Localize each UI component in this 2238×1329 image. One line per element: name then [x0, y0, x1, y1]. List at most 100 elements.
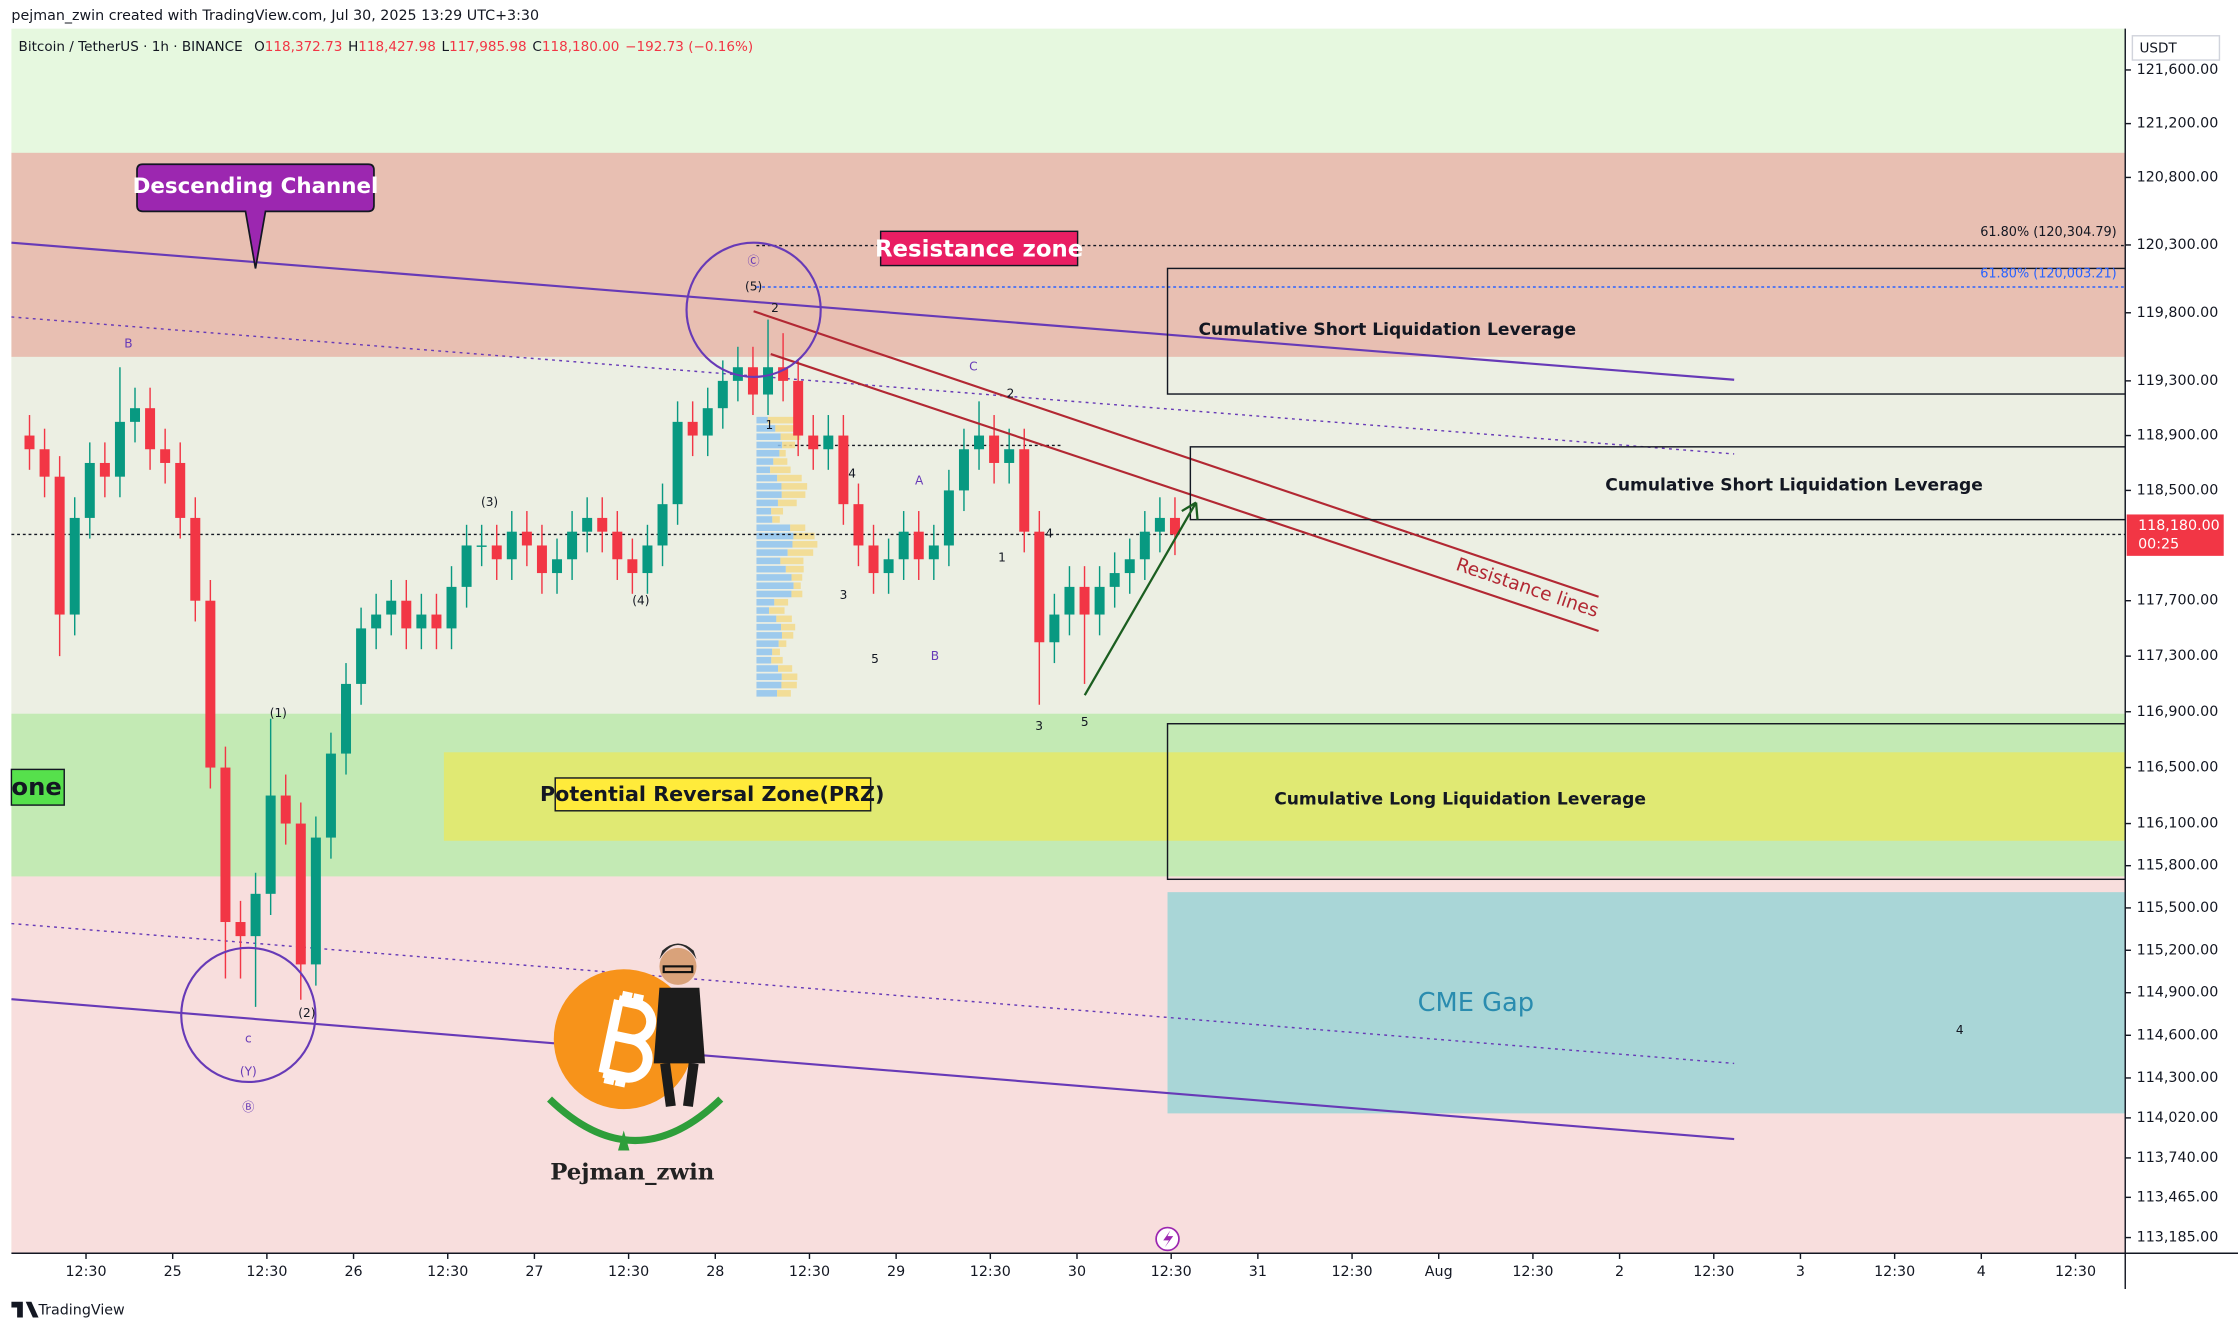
volume-profile-bar — [756, 582, 794, 589]
candle-body — [958, 449, 969, 491]
volume-profile-bar — [756, 648, 773, 656]
wave-label: (5) — [745, 279, 762, 293]
volume-profile-bar — [772, 648, 780, 656]
volume-profile-bar — [756, 640, 779, 647]
volume-profile-bar — [793, 532, 815, 540]
wave-circle — [180, 946, 317, 1084]
wave-label: Ⓑ — [242, 1100, 254, 1114]
candle-body — [612, 531, 623, 560]
wave-label: 2 — [771, 301, 779, 315]
candle-body — [54, 476, 65, 615]
support-zone-label: one — [11, 772, 61, 801]
wave-label: (2) — [298, 1006, 315, 1020]
prz-label: Potential Reversal Zone(PRZ) — [540, 782, 884, 806]
volume-profile-bar — [756, 532, 794, 540]
candle-body — [476, 545, 487, 547]
volume-profile-bar — [756, 507, 772, 515]
candle-body — [597, 517, 608, 532]
volume-profile-bar — [756, 598, 775, 606]
candle-body — [732, 367, 743, 381]
y-tick-label: 113,185.00 — [2137, 1230, 2219, 1246]
wave-label: (3) — [481, 495, 498, 509]
x-tick-label: 12:30 — [65, 1264, 106, 1280]
axis-labels: 121,600.00 121,200.00 120,800.00 120,300.00… — [65, 62, 2224, 1280]
candle-body — [521, 531, 532, 546]
volume-profile-bar — [791, 590, 803, 598]
volume-profile-bar — [756, 615, 777, 623]
avatar-glasses — [662, 965, 694, 974]
long-liquidation-label: Cumulative Long Liquidation Leverage — [1274, 789, 1646, 809]
volume-profile-bar — [756, 656, 772, 664]
last-price-label: 118,180.00 — [2138, 518, 2220, 534]
candle-body — [974, 435, 985, 450]
candle-body — [1019, 449, 1030, 532]
y-tick-label: 115,800.00 — [2137, 858, 2219, 874]
candle-body — [627, 559, 638, 574]
y-tick-label: 114,020.00 — [2137, 1110, 2219, 1126]
y-tick-label: 118,500.00 — [2137, 482, 2219, 498]
x-tick-label: 12:30 — [427, 1264, 468, 1280]
volume-profile-bar — [792, 541, 818, 548]
x-tick-label: 12:30 — [1151, 1264, 1192, 1280]
channel-lower — [11, 998, 1735, 1141]
legend-label: H — [348, 39, 358, 55]
volume-profile-bar — [780, 433, 801, 440]
candle-body — [235, 922, 246, 937]
volume-profile-bar — [756, 549, 788, 556]
wave-circle — [685, 241, 822, 378]
candle-body — [642, 545, 653, 574]
wave-label: 2 — [1007, 387, 1015, 401]
volume-profile-bar — [756, 524, 791, 532]
x-tick-label: 12:30 — [608, 1264, 649, 1280]
x-tick-label: 30 — [1068, 1264, 1086, 1280]
candle-body — [190, 517, 201, 601]
volume-profile-bar — [791, 574, 803, 581]
volume-profile-bar — [777, 690, 791, 697]
volume-profile-bar — [756, 483, 782, 490]
support-zone-box — [10, 768, 65, 806]
candle-body — [506, 531, 517, 560]
y-tick-label: 117,700.00 — [2137, 593, 2219, 609]
time-axis — [11, 1253, 2126, 1289]
candle-body — [325, 753, 336, 838]
descending-channel-label: Descending Channel — [133, 174, 379, 199]
candle-body — [175, 462, 186, 518]
candle-body — [808, 435, 819, 450]
candle-body — [371, 614, 382, 629]
volume-profile-bar — [781, 491, 806, 498]
wave-label: (4) — [632, 593, 649, 607]
header: pejman_zwin created with TradingView.com… — [11, 8, 539, 24]
candle-body — [341, 683, 352, 754]
candle-body — [205, 600, 216, 768]
candle-body — [461, 545, 472, 587]
volume-profile-bar — [774, 598, 789, 606]
candle-body — [1154, 517, 1165, 532]
volume-profile-bar — [756, 474, 778, 482]
y-tick-label: 114,300.00 — [2137, 1070, 2219, 1086]
candle-body — [823, 435, 834, 450]
avatar-hair — [659, 943, 697, 960]
candle-body — [130, 408, 141, 422]
y-tick-label: 120,300.00 — [2137, 237, 2219, 253]
candle-body — [1094, 586, 1105, 615]
volume-profile-bar — [775, 425, 800, 432]
wave-label: 1 — [765, 418, 773, 432]
candle-body — [39, 449, 50, 477]
volume-profile-bar — [780, 557, 804, 565]
volume-profile-bar — [756, 466, 771, 474]
volume-profile-bar — [756, 623, 782, 631]
volume-profile-bar — [756, 681, 782, 689]
y-tick-label: 113,465.00 — [2137, 1189, 2219, 1205]
candle-body — [778, 367, 789, 381]
candle-body — [1004, 449, 1015, 463]
volume-profile-bar — [778, 665, 793, 672]
y-tick-label: 119,800.00 — [2137, 305, 2219, 321]
volume-profile-bar — [773, 458, 788, 465]
wave-label: B — [931, 649, 939, 663]
x-tick-label: 12:30 — [246, 1264, 287, 1280]
volume-profile-bar — [778, 640, 787, 647]
volume-profile-bar — [781, 681, 797, 689]
candle-body — [898, 531, 909, 560]
candle-body — [280, 795, 291, 824]
candle-body — [853, 504, 864, 546]
